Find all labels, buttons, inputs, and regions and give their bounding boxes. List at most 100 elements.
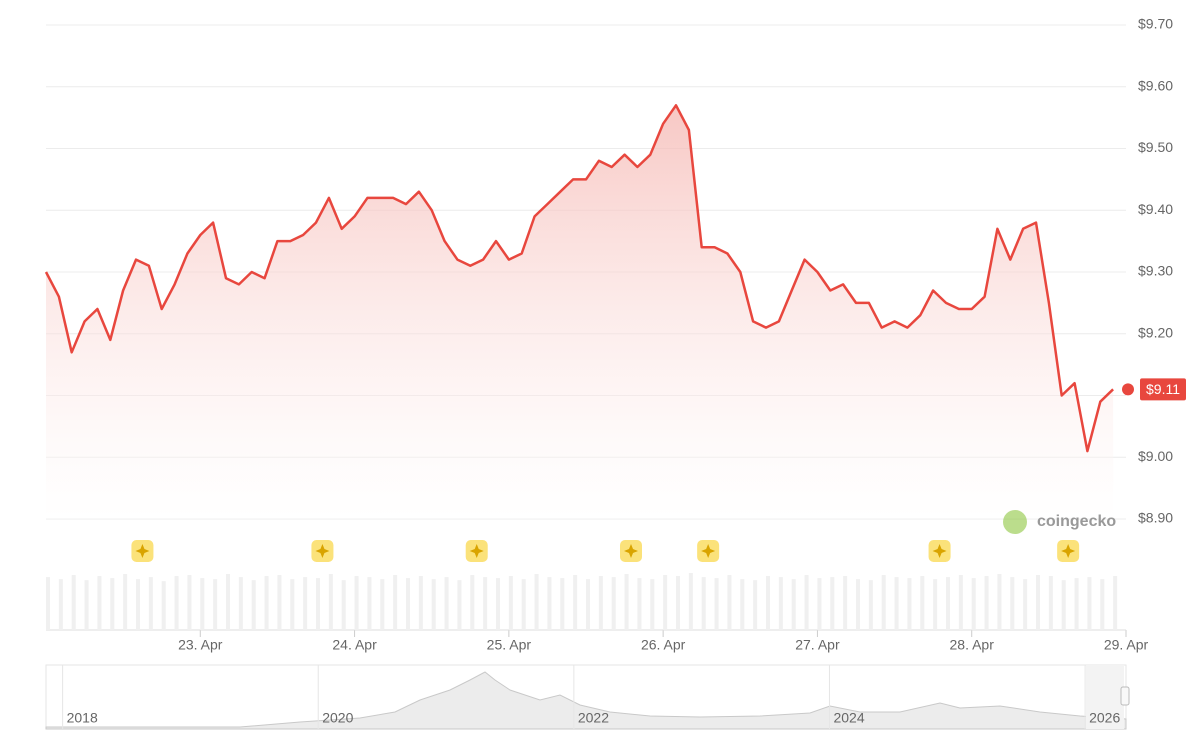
volume-bar — [1048, 576, 1053, 630]
volume-bar — [714, 578, 719, 630]
volume-bar — [110, 578, 115, 630]
volume-bar — [1061, 580, 1066, 630]
volume-bar — [856, 579, 860, 630]
volume-bar — [1100, 579, 1105, 630]
current-price-label: $9.11 — [1146, 381, 1180, 397]
navigator-year: 2022 — [578, 710, 609, 726]
volume-bar — [444, 577, 449, 630]
volume-bar — [418, 576, 423, 630]
volume-bar — [380, 579, 385, 630]
volume-bar — [341, 580, 346, 630]
x-tick-label: 23. Apr — [178, 637, 223, 653]
volume-bar — [406, 578, 410, 630]
volume-bar — [316, 578, 320, 630]
volume-bar — [611, 577, 616, 630]
volume-bar — [753, 580, 758, 630]
volume-bar — [573, 575, 578, 630]
volume-bar — [688, 573, 693, 630]
volume-bar — [727, 575, 732, 630]
navigator: 2018 2020 2022 2024 2026 — [62, 665, 1120, 729]
volume-bar — [71, 575, 76, 630]
event-marker[interactable] — [311, 540, 334, 562]
volume-bar — [830, 577, 835, 630]
event-marker[interactable] — [928, 540, 951, 562]
x-tick-label: 27. Apr — [795, 637, 840, 653]
volume-bar — [200, 578, 205, 630]
volume-bar — [238, 577, 243, 630]
volume-bar — [843, 576, 848, 630]
volume-bar — [958, 575, 963, 630]
volume-bar — [136, 579, 140, 630]
y-tick-label: $9.30 — [1138, 263, 1173, 279]
volume-bar — [1036, 575, 1040, 630]
navigator-area — [45, 671, 1127, 730]
volume-bar — [971, 578, 976, 630]
volume-bar — [650, 579, 655, 630]
volume-bar — [46, 577, 50, 630]
volume-bar — [226, 574, 230, 630]
y-tick-label: $9.00 — [1138, 448, 1173, 464]
volume-bar — [1074, 578, 1079, 630]
y-tick-label: $9.40 — [1138, 201, 1173, 217]
volume-bar — [534, 574, 539, 630]
grid: $8.90 $9.00 $9.20 $9.30 $9.40 $9.50 $9.60 $9.70… — [46, 16, 1173, 653]
volume-bar — [701, 577, 706, 630]
volume-bar — [521, 579, 526, 630]
event-star — [469, 544, 484, 558]
watermark: coingecko — [1037, 513, 1116, 530]
volume-bar — [778, 577, 783, 630]
y-tick-label: $8.90 — [1138, 510, 1173, 526]
price-area — [46, 105, 1114, 520]
x-tick-label: 25. Apr — [487, 637, 532, 653]
volume-bar — [123, 574, 128, 630]
volume-bar — [431, 579, 436, 630]
event-star — [701, 544, 716, 558]
y-tick-label: $9.70 — [1138, 16, 1173, 32]
volume-bar — [328, 574, 333, 630]
current-price-dot — [1122, 383, 1134, 396]
volume-bar — [817, 578, 822, 630]
navigator-handle[interactable] — [1120, 686, 1130, 706]
volume-bar — [1087, 577, 1092, 630]
volume-bar — [1113, 576, 1118, 630]
volume-bar — [457, 580, 462, 630]
y-tick-label: $9.20 — [1138, 324, 1173, 340]
volume-bar — [560, 578, 565, 630]
volume-bar — [881, 575, 886, 630]
volume-bar — [187, 575, 192, 630]
x-tick-label: 29. Apr — [1104, 637, 1149, 653]
volume-bar — [894, 577, 899, 630]
volume-bar — [277, 575, 282, 630]
volume-bar — [161, 581, 166, 630]
price-line — [44, 104, 1114, 453]
volume-bar — [946, 577, 950, 630]
volume-bar — [148, 577, 153, 630]
volume-bar — [624, 574, 629, 630]
y-tick-label: $9.50 — [1138, 139, 1173, 155]
volume-bar — [586, 579, 590, 630]
volume-bar — [740, 579, 745, 630]
event-marker[interactable] — [131, 540, 154, 562]
event-marker[interactable] — [697, 540, 720, 562]
volume-bar — [984, 576, 989, 630]
event-marker[interactable] — [1057, 540, 1080, 562]
x-tick-label: 26. Apr — [641, 637, 686, 653]
event-marker[interactable] — [620, 540, 642, 562]
volume-bar — [303, 577, 308, 630]
event-marker[interactable] — [465, 540, 488, 562]
watermark-logo — [1003, 510, 1027, 534]
volume-bar — [251, 580, 256, 630]
x-tick-label: 24. Apr — [332, 637, 377, 653]
x-tick-label: 28. Apr — [950, 637, 995, 653]
volume-bar — [547, 577, 552, 630]
volume-bar — [791, 579, 796, 630]
navigator-selection[interactable] — [1086, 665, 1124, 729]
volume-bar — [97, 576, 102, 630]
navigator-year: 2018 — [67, 710, 98, 726]
navigator-year: 2024 — [833, 710, 864, 726]
volume-bar — [213, 579, 218, 630]
volume-bar — [637, 578, 642, 630]
event-star — [135, 544, 150, 558]
